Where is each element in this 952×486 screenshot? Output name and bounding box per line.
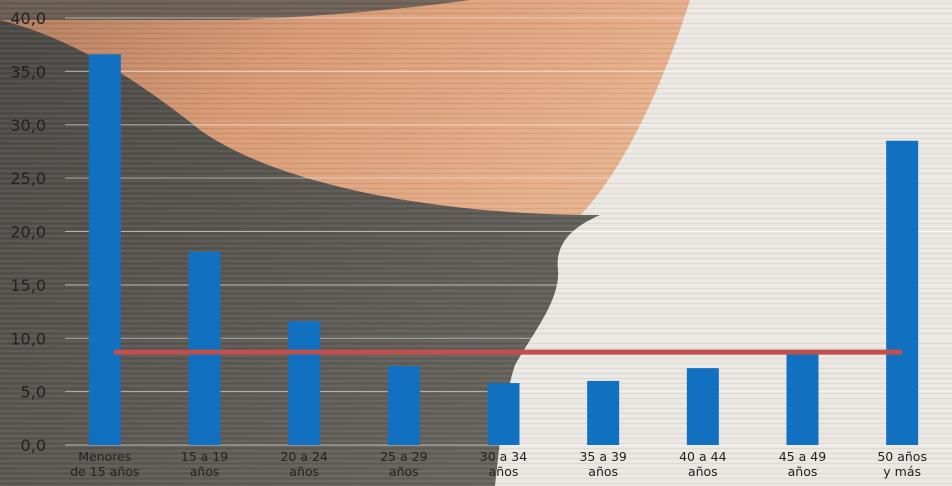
x-tick-label: 30 a 34 años [480,449,527,479]
y-tick-label: 25,0 [10,169,46,188]
y-axis: 0,0 5,0 10,0 15,0 20,0 25,0 30,0 35,0 40,0 [10,9,46,455]
y-tick-label: 15,0 [10,276,46,295]
x-tick-label: 35 a 39 años [579,449,626,479]
bar [587,380,620,445]
x-tick-label: Menores de 15 años [70,449,139,479]
x-tick-label: 45 a 49 años [779,449,826,479]
y-tick-label: 20,0 [10,223,46,242]
y-tick-label: 30,0 [10,116,46,135]
bar [188,251,221,445]
x-tick-label: 25 a 29 años [380,449,427,479]
y-tick-label: 10,0 [10,329,46,348]
bar [686,368,719,445]
x-tick-label: 40 a 44 años [679,449,726,479]
bars [88,54,919,446]
x-axis: Menores de 15 años 15 a 19 años 20 a 24 años 2… [70,449,927,479]
y-tick-label: 5,0 [21,383,46,402]
bar [886,140,919,445]
bar [487,383,520,445]
y-tick-label: 35,0 [10,62,46,81]
x-tick-label: 50 años y más [877,449,927,479]
y-tick-label: 40,0 [10,9,46,28]
bar [288,321,321,445]
y-tick-label: 0,0 [21,436,46,455]
bar [88,54,121,446]
bar [387,366,420,445]
bar [786,352,819,445]
x-tick-label: 15 a 19 años [181,449,228,479]
x-tick-label: 20 a 24 años [280,449,327,479]
